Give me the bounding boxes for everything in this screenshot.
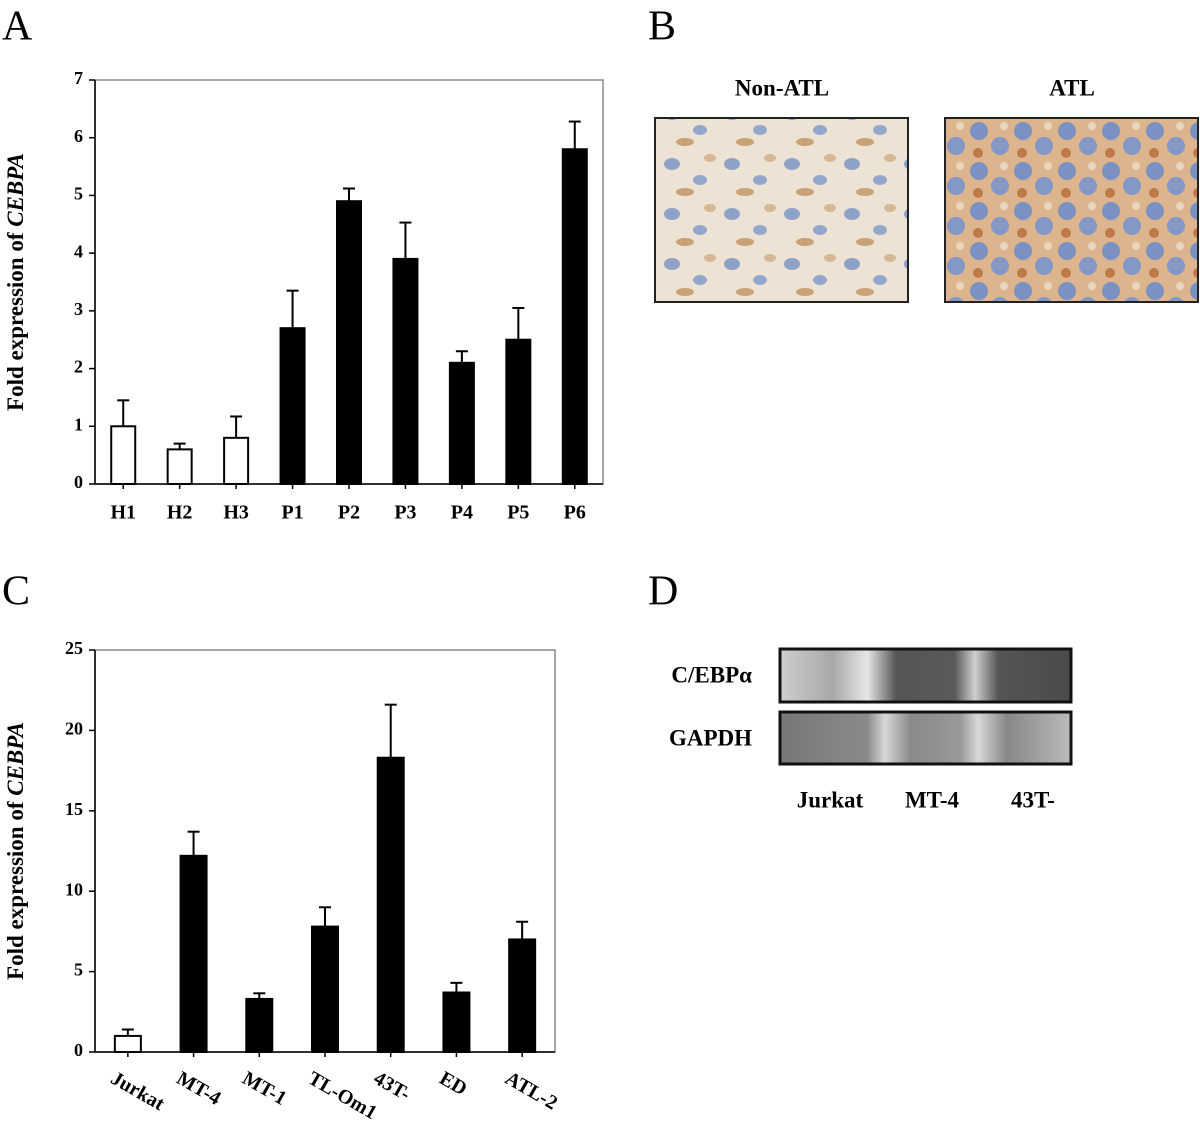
bar [279, 327, 306, 485]
panel-label: D [648, 569, 678, 615]
blot-row-label: C/EBPα [671, 662, 752, 687]
panel-label: C [2, 569, 30, 615]
blot-band [778, 710, 1073, 766]
y-axis-label-italic: CEBPA [3, 722, 28, 796]
y-tick-label: 7 [74, 68, 83, 88]
x-tick-label: P4 [451, 502, 473, 524]
bar [442, 991, 471, 1054]
x-tick-label: H2 [167, 502, 193, 524]
bar [561, 148, 588, 485]
x-tick-label: ED [436, 1067, 471, 1100]
image-title: ATL [1049, 75, 1095, 100]
x-tick-label: MT-1 [238, 1067, 290, 1110]
bar [448, 361, 475, 485]
bar [110, 425, 137, 485]
x-tick-label: P1 [281, 502, 303, 524]
blot-lane-label: MT-4 [905, 787, 960, 812]
y-axis-label-italic: CEBPA [3, 153, 28, 227]
y-tick-label: 4 [74, 241, 83, 261]
y-tick-label: 5 [74, 184, 83, 204]
y-tick-label: 0 [74, 1040, 83, 1060]
x-tick-label: Jurkat [107, 1067, 168, 1115]
bar [113, 1034, 142, 1054]
x-tick-label: H3 [223, 502, 249, 524]
y-tick-label: 15 [65, 799, 83, 819]
y-tick-label: 0 [74, 472, 83, 492]
bar [508, 938, 537, 1053]
bar [311, 925, 339, 1053]
x-tick-label: P6 [564, 502, 586, 524]
x-tick-label: TL-Om1 [304, 1067, 380, 1124]
x-tick-label: H1 [110, 502, 136, 524]
x-tick-label: MT-4 [173, 1067, 225, 1110]
bar [223, 436, 250, 486]
panel-label: B [648, 4, 676, 50]
y-tick-label: 5 [74, 960, 83, 980]
x-tick-label: 43T- [370, 1067, 414, 1105]
bar [166, 448, 193, 485]
y-tick-label: 1 [74, 414, 83, 434]
histology-image [654, 117, 909, 303]
blot-band [778, 647, 1073, 704]
x-tick-label: P3 [394, 502, 416, 524]
y-tick-label: 25 [65, 638, 83, 658]
x-tick-label: ATL-2 [501, 1067, 561, 1114]
y-tick-label: 6 [74, 126, 83, 146]
bar [336, 200, 362, 485]
histology-image [944, 117, 1199, 303]
x-tick-label: P2 [338, 502, 360, 524]
blot-lane-label: 43T- [1011, 787, 1055, 812]
y-tick-label: 3 [74, 299, 83, 319]
y-tick-label: 2 [74, 357, 83, 377]
bar [245, 997, 274, 1053]
y-tick-label: 10 [65, 879, 83, 899]
blot-row-label: GAPDH [669, 725, 752, 750]
bar [392, 257, 419, 485]
y-axis-label-text: Fold expression of [3, 227, 28, 411]
bar [376, 756, 405, 1054]
y-axis-label-text: Fold expression of [3, 796, 28, 980]
y-tick-label: 20 [65, 719, 83, 739]
blot-lane-label: Jurkat [797, 787, 864, 812]
y-axis-label: Fold expression of CEBPA [3, 153, 28, 411]
bar [179, 854, 208, 1053]
x-tick-label: P5 [507, 502, 529, 524]
image-title: Non-ATL [735, 75, 829, 100]
panel-label: A [2, 4, 33, 50]
y-axis-label: Fold expression of CEBPA [3, 722, 28, 980]
bar [505, 338, 532, 486]
